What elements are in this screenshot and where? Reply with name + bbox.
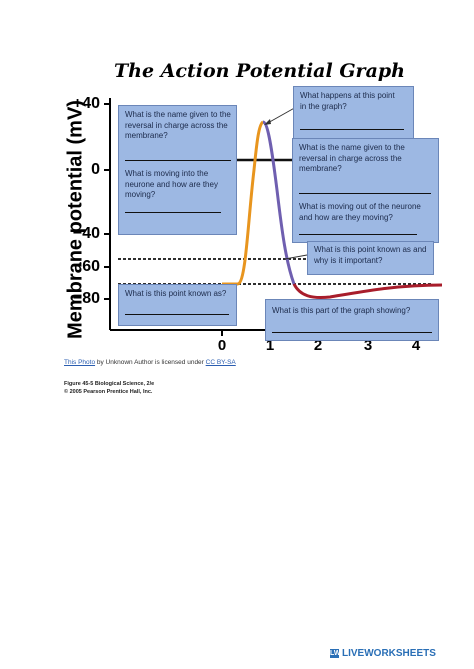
figure-caption-line: © 2005 Pearson Prentice Hall, Inc. <box>64 389 153 395</box>
repolarization-curve <box>262 120 296 285</box>
answer-field[interactable] <box>272 332 432 333</box>
liveworksheets-badge-icon: LW <box>330 648 341 658</box>
question-text: What happens at this point in the graph? <box>300 91 395 111</box>
question-box-peak: What happens at this point in the graph? <box>293 86 414 140</box>
question-text: What is moving into the neurone and how … <box>125 169 218 199</box>
question-box-resting: What is this point known as? <box>118 284 237 326</box>
question-text: What is this part of the graph showing? <box>272 306 411 315</box>
page-title: The Action Potential Graph <box>114 60 405 82</box>
hyperpolarization-curve <box>292 283 443 300</box>
image-credit: This Photo by Unknown Author is licensed… <box>64 359 236 366</box>
credit-text: by Unknown Author is licensed under <box>95 359 206 366</box>
answer-field[interactable] <box>125 212 221 213</box>
arrow-peak <box>265 105 299 125</box>
x-tick-label: 2 <box>313 337 323 354</box>
answer-field[interactable] <box>125 160 231 161</box>
answer-field[interactable] <box>300 129 404 130</box>
question-box-threshold: What is this point known as and why is i… <box>307 241 434 275</box>
question-box-repolarization: What is the name given to the reversal i… <box>292 138 439 243</box>
question-box-depolarization: What is the name given to the reversal i… <box>118 105 237 235</box>
y-tick-label: 0 <box>91 161 100 178</box>
question-text: What is this point known as? <box>125 289 227 298</box>
question-text: What is the name given to the reversal i… <box>299 143 405 173</box>
answer-field[interactable] <box>299 193 431 194</box>
answer-field[interactable] <box>299 234 417 235</box>
figure-caption-line: Figure 45-5 Biological Science, 2/e <box>64 381 155 387</box>
y-tick-label: −80 <box>72 290 100 307</box>
arrow-threshold <box>284 254 308 260</box>
x-tick-label: 0 <box>217 337 227 354</box>
x-tick-label: 3 <box>363 337 373 354</box>
liveworksheets-logo[interactable]: LW LIVEWORKSHEETS <box>330 648 436 659</box>
liveworksheets-text: LIVEWORKSHEETS <box>342 648 436 659</box>
question-text: What is moving out of the neurone and ho… <box>299 202 421 222</box>
y-tick-label: −60 <box>72 258 100 275</box>
x-tick-label: 1 <box>265 337 275 354</box>
x-tick-label: 4 <box>411 337 421 354</box>
y-tick-label: +40 <box>72 95 100 112</box>
y-tick-label: −40 <box>72 225 100 242</box>
credit-photo-link[interactable]: This Photo <box>64 359 96 366</box>
question-text: What is this point known as and why is i… <box>314 245 427 265</box>
question-text: What is the name given to the reversal i… <box>125 110 231 140</box>
credit-license-link[interactable]: CC BY-SA <box>205 359 236 366</box>
figure-caption: Figure 45-5 Biological Science, 2/e © 20… <box>64 380 154 396</box>
question-box-hyperpolarization: What is this part of the graph showing? <box>265 299 439 341</box>
depolarization-curve <box>236 120 265 286</box>
answer-field[interactable] <box>125 314 229 315</box>
